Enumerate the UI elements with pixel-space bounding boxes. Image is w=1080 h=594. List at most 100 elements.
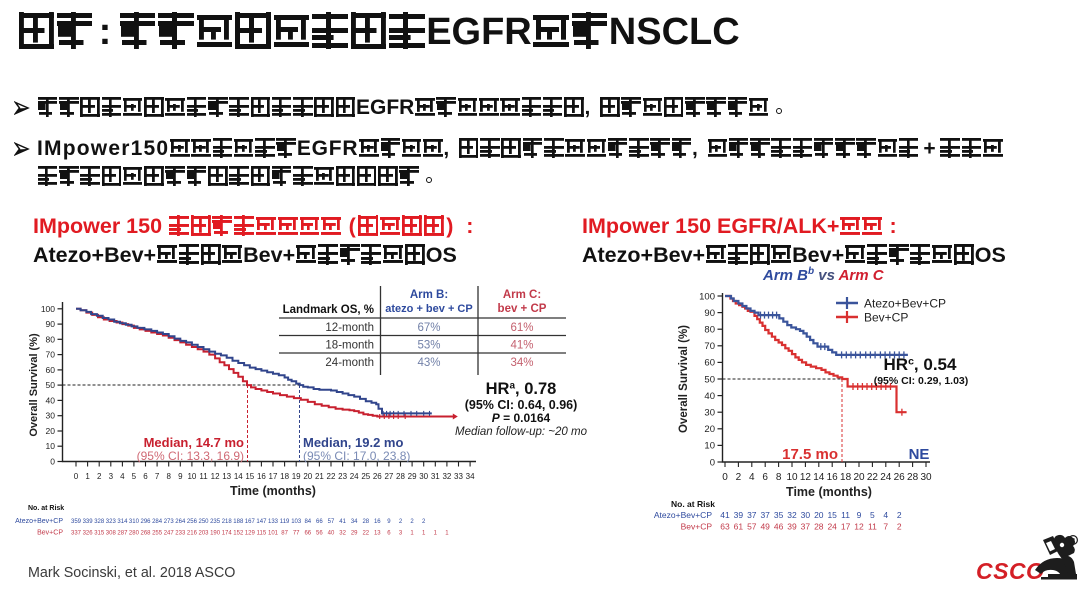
svg-text:(95% CI: 17.0, 23.8): (95% CI: 17.0, 23.8) xyxy=(303,449,410,463)
svg-text:359: 359 xyxy=(71,519,82,525)
svg-text:32: 32 xyxy=(442,472,451,481)
svg-text:Arm C:: Arm C: xyxy=(503,289,541,301)
svg-text:bev + CP: bev + CP xyxy=(498,303,547,315)
svg-text:11: 11 xyxy=(868,522,877,532)
svg-text:337: 337 xyxy=(71,531,82,537)
svg-text:31: 31 xyxy=(431,472,440,481)
svg-text:20: 20 xyxy=(853,472,865,483)
svg-text:NE: NE xyxy=(909,446,930,463)
svg-text:315: 315 xyxy=(94,531,105,537)
svg-text:(95% CI: 0.29, 1.03): (95% CI: 0.29, 1.03) xyxy=(874,375,969,387)
svg-text:14: 14 xyxy=(813,472,825,483)
svg-text:53%: 53% xyxy=(417,340,440,352)
svg-text:9: 9 xyxy=(387,519,391,525)
svg-text:24: 24 xyxy=(350,472,359,481)
svg-text:328: 328 xyxy=(94,519,105,525)
svg-text:2: 2 xyxy=(897,522,902,532)
svg-text:61: 61 xyxy=(734,522,744,532)
svg-text:22: 22 xyxy=(362,531,369,537)
svg-text:84: 84 xyxy=(304,519,311,525)
svg-text:49: 49 xyxy=(760,522,770,532)
svg-text:10: 10 xyxy=(46,441,56,451)
svg-text:Median, 14.7 mo: Median, 14.7 mo xyxy=(144,435,244,450)
svg-text:2: 2 xyxy=(410,519,414,525)
svg-text:16: 16 xyxy=(827,472,839,483)
svg-text:268: 268 xyxy=(140,531,151,537)
svg-text:9: 9 xyxy=(857,510,862,520)
svg-text:1: 1 xyxy=(85,472,90,481)
svg-text:2: 2 xyxy=(399,519,403,525)
svg-text:29: 29 xyxy=(351,531,358,537)
svg-text:28: 28 xyxy=(396,472,405,481)
svg-text:19: 19 xyxy=(292,472,301,481)
svg-text:Atezo+Bev+CP: Atezo+Bev+CP xyxy=(864,297,946,311)
svg-text:70: 70 xyxy=(46,350,56,360)
svg-text:Median, 19.2 mo: Median, 19.2 mo xyxy=(303,435,403,450)
svg-text:17: 17 xyxy=(269,472,278,481)
svg-text:18: 18 xyxy=(280,472,289,481)
svg-text:235: 235 xyxy=(210,519,221,525)
svg-text:66: 66 xyxy=(304,531,311,537)
svg-text:296: 296 xyxy=(140,519,151,525)
svg-text:34: 34 xyxy=(466,472,475,481)
svg-text:152: 152 xyxy=(233,531,244,537)
svg-text:HRa, 0.78: HRa, 0.78 xyxy=(486,380,557,398)
svg-text:30: 30 xyxy=(46,411,56,421)
svg-text:63: 63 xyxy=(720,522,730,532)
svg-text:61%: 61% xyxy=(510,322,533,334)
svg-text:29: 29 xyxy=(408,472,417,481)
svg-text:190: 190 xyxy=(210,531,221,537)
svg-text:16: 16 xyxy=(257,472,266,481)
svg-text:18-month: 18-month xyxy=(325,340,374,352)
svg-text:5: 5 xyxy=(870,510,875,520)
svg-text:1: 1 xyxy=(434,531,438,537)
svg-text:16: 16 xyxy=(374,519,381,525)
svg-text:Overall Survival (%): Overall Survival (%) xyxy=(678,325,690,433)
svg-text:103: 103 xyxy=(291,519,302,525)
svg-text:1: 1 xyxy=(410,531,414,537)
svg-text:Arm B:: Arm B: xyxy=(410,289,448,301)
svg-text:20: 20 xyxy=(814,510,824,520)
svg-text:87: 87 xyxy=(281,531,288,537)
svg-text:3: 3 xyxy=(109,472,114,481)
svg-text:Median follow-up: ~20 mo: Median follow-up: ~20 mo xyxy=(455,426,588,438)
svg-text:32: 32 xyxy=(339,531,346,537)
svg-text:256: 256 xyxy=(187,519,198,525)
svg-text:25: 25 xyxy=(361,472,370,481)
svg-text:2: 2 xyxy=(97,472,102,481)
svg-text:28: 28 xyxy=(907,472,919,483)
svg-text:7: 7 xyxy=(155,472,160,481)
svg-text:37: 37 xyxy=(801,522,811,532)
svg-text:60: 60 xyxy=(704,358,715,369)
svg-text:39: 39 xyxy=(787,522,797,532)
svg-text:27: 27 xyxy=(384,472,393,481)
svg-text:atezo + bev + CP: atezo + bev + CP xyxy=(385,303,472,315)
svg-text:8: 8 xyxy=(776,472,782,483)
svg-text:13: 13 xyxy=(222,472,231,481)
svg-text:90: 90 xyxy=(704,308,715,319)
svg-text:339: 339 xyxy=(83,519,94,525)
svg-text:Time (months): Time (months) xyxy=(230,484,316,498)
svg-text:Bev+CP: Bev+CP xyxy=(681,522,713,532)
svg-text:247: 247 xyxy=(164,531,175,537)
svg-text:20: 20 xyxy=(303,472,312,481)
svg-text:10: 10 xyxy=(704,441,715,452)
svg-text:119: 119 xyxy=(280,519,290,525)
svg-text:310: 310 xyxy=(129,519,140,525)
svg-text:22: 22 xyxy=(327,472,336,481)
svg-text:284: 284 xyxy=(152,519,163,525)
svg-text:4: 4 xyxy=(120,472,125,481)
svg-text:314: 314 xyxy=(117,519,128,525)
svg-text:66: 66 xyxy=(316,519,323,525)
svg-text:12: 12 xyxy=(800,472,812,483)
svg-text:HRc, 0.54: HRc, 0.54 xyxy=(884,355,957,374)
svg-text:40: 40 xyxy=(46,395,56,405)
svg-text:R: R xyxy=(1071,539,1076,545)
svg-text:203: 203 xyxy=(198,531,209,537)
svg-text:34%: 34% xyxy=(510,357,533,369)
svg-text:21: 21 xyxy=(315,472,324,481)
svg-text:23: 23 xyxy=(338,472,347,481)
svg-text:26: 26 xyxy=(894,472,906,483)
svg-text:24-month: 24-month xyxy=(325,357,374,369)
svg-text:13: 13 xyxy=(374,531,381,537)
